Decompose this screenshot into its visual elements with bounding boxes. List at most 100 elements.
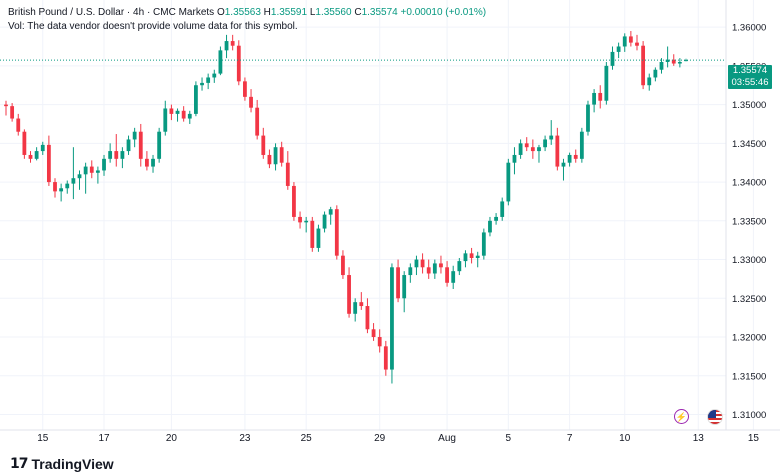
candle-body [677,61,682,64]
candle [83,162,88,194]
time-tick-label: 7 [567,433,573,444]
candle [46,135,51,186]
price-tick-label: 1.34000 [732,178,766,189]
chart-grid [0,0,754,430]
candle-body [292,185,296,217]
candle-body [665,59,670,62]
candle [457,258,462,276]
candle-body [334,209,339,256]
candle [28,151,33,163]
candle-body [34,151,39,159]
candle [549,120,554,145]
time-tick-label: 17 [98,433,110,444]
time-tick-label: 5 [506,433,512,444]
candle [126,135,131,155]
candle-body [414,259,419,268]
candle [567,152,572,167]
candle [10,103,15,122]
time-tick-label: 29 [374,433,386,444]
candle [255,99,260,140]
candle-body [28,154,33,159]
candle [261,127,266,159]
candle [543,135,547,152]
candle [420,253,425,274]
candle-body [469,253,474,258]
candle-body [59,188,64,192]
candle [506,158,511,206]
candle-body [616,46,621,52]
candle [316,224,321,252]
candle [187,110,192,124]
candle-body [475,255,480,258]
candle-body [359,302,364,307]
low-label: L [309,7,316,18]
candle-body [310,220,315,248]
candle-body [243,81,247,97]
candle-body [145,158,149,167]
us-flag-icon[interactable] [707,409,723,425]
candle-body [463,253,468,262]
candle [230,34,235,51]
candle [89,160,94,179]
candle-body [126,139,131,152]
candle [194,81,198,117]
candle-body [341,255,345,276]
candle [408,263,413,283]
candle-body [457,261,462,272]
symbol-title[interactable]: British Pound / U.S. Dollar · 4h · CMC M… [8,7,215,18]
candlestick-series [4,30,688,384]
candle-body [494,216,498,221]
candle-body [89,166,94,173]
price-tick-label: 1.32000 [732,333,766,344]
candle [328,206,333,225]
candle-body [267,154,272,165]
candle-body [138,131,143,159]
candle [524,137,529,152]
candle [494,213,498,225]
candle-body [194,85,198,114]
candle [432,259,437,279]
candle [610,46,615,70]
candle-body [218,50,223,74]
candle [34,147,39,161]
candle [285,151,290,190]
candle-body [647,77,652,86]
change-value: +0.00010 (+0.01%) [400,7,487,18]
candle-body [22,131,27,155]
candle-body [132,131,137,140]
candle-body [285,162,290,186]
candle [555,127,560,171]
candle [157,127,162,163]
candle [371,323,376,341]
candle-body [684,60,688,62]
time-tick-label: 13 [693,433,705,444]
candle [469,247,474,264]
candle-body [451,271,456,283]
time-axis[interactable]: 151720232529Aug5710131519 [37,433,780,444]
candle [684,58,688,62]
candle-body [169,108,174,114]
candle-body [653,69,658,78]
candle [604,61,609,105]
candle-body [518,143,523,155]
candle-body [236,45,241,82]
candle [451,265,456,289]
candle-body [163,108,168,132]
candle-body [151,158,155,167]
candle [40,141,45,155]
candle [169,104,174,121]
candle [102,154,106,176]
candle [475,251,480,268]
candle [206,73,211,90]
price-tick-label: 1.33500 [732,216,766,227]
candle [151,154,155,173]
candle [463,250,468,268]
candle [249,89,253,113]
lightning-bolt-icon[interactable]: ⚡ [674,409,689,424]
candle-body [353,302,358,314]
candle-body [187,113,192,119]
candle-body [530,147,535,152]
price-axis[interactable]: 1.365001.360001.355001.350001.345001.340… [732,0,766,421]
candle-body [261,135,266,155]
